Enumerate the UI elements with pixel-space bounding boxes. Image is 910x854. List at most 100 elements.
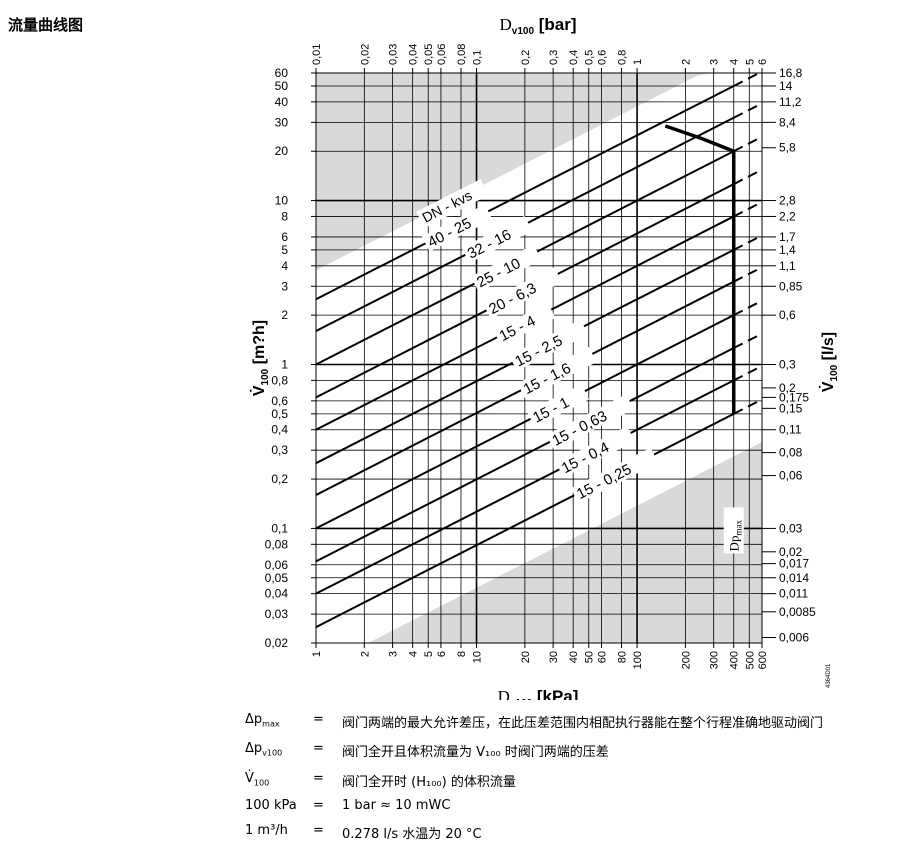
x-tick-label: 1	[311, 651, 323, 657]
y-tick-label: 0,8	[271, 373, 288, 387]
top-tick-label: 0,6	[596, 50, 608, 65]
dpmax-label: Dpmax	[723, 507, 744, 554]
right-tick-label: 16,8	[779, 66, 803, 80]
x-tick-label: 8	[456, 651, 468, 657]
x-tick-label: 400	[729, 651, 741, 669]
x-axis-title: Dv100 [kPa]	[498, 687, 579, 700]
top-tick-label: 0,06	[436, 44, 448, 65]
x-tick-label: 4	[408, 651, 420, 657]
series-label-bg	[555, 426, 635, 478]
y-tick-label: 20	[275, 144, 289, 158]
series-label-bg	[483, 266, 563, 319]
x-tick-label: 100	[632, 651, 644, 669]
y-axis-title-left: V̇100 [m?h]	[250, 320, 271, 396]
series-label-bg	[527, 384, 590, 428]
right-tick-label: 0,017	[779, 557, 809, 571]
series-label-bg	[517, 346, 597, 399]
x-tick-label: 5	[423, 651, 435, 657]
right-tick-label: 0,03	[779, 521, 803, 535]
y-tick-label: 1	[281, 357, 288, 371]
x-tick-label: 200	[680, 651, 692, 669]
right-tick-label: 14	[779, 79, 793, 93]
series-label-bg	[546, 394, 634, 451]
right-tick-label: 0,014	[779, 571, 809, 585]
series-line	[316, 314, 735, 530]
top-tick-label: 5	[744, 59, 756, 65]
right-tick-label: 5,8	[779, 141, 796, 155]
y-tick-label: 8	[281, 209, 288, 223]
y-tick-label: 4	[281, 259, 288, 273]
y-tick-label: 5	[281, 243, 288, 257]
right-tick-label: 0,2	[779, 381, 796, 395]
x-tick-label: 10	[472, 651, 484, 663]
right-tick-label: 0,6	[779, 308, 796, 322]
series-line-dashed	[733, 201, 762, 218]
series-line	[316, 379, 735, 595]
y-tick-label: 30	[275, 115, 289, 129]
x-tick-label: 40	[568, 651, 580, 663]
series-label-bg	[421, 204, 493, 252]
right-tick-label: 2,8	[779, 194, 796, 208]
y-tick-label: 3	[281, 279, 288, 293]
y-tick-label: 0,5	[271, 407, 288, 421]
series-line-dashed	[733, 299, 762, 317]
x-tick-label: 600	[757, 651, 769, 669]
right-tick-label: 11,2	[779, 95, 802, 109]
series-line	[316, 85, 735, 301]
series-line-dashed	[733, 234, 762, 251]
right-tick-label: 0,3	[779, 357, 796, 371]
dpmax-label-bg	[723, 507, 744, 554]
top-tick-label: 4	[729, 59, 741, 65]
y-tick-label: 50	[275, 79, 289, 93]
y-tick-label: 0,08	[265, 537, 289, 551]
top-tick-label: 0,03	[388, 44, 400, 65]
axes: 1 0,01 2 0,02 3 0,03 4 0,04 5 0,05 6 0,06 8 0,08 10 0,1…	[250, 15, 840, 700]
y-tick-label: 40	[275, 95, 289, 109]
right-tick-label: 1,4	[779, 243, 796, 257]
right-tick-label: 0,85	[779, 279, 803, 293]
series-line-dashed	[733, 266, 762, 283]
top-tick-label: 0,02	[359, 44, 371, 65]
y-axis-title-right: V̇100 [l/s]	[819, 332, 840, 392]
series-line-dashed	[733, 332, 762, 349]
top-tick-label: 6	[757, 59, 769, 65]
right-tick-label: 0,02	[779, 545, 803, 559]
top-tick-label: 3	[709, 59, 721, 65]
right-tick-label: 0,15	[779, 401, 803, 415]
top-tick-label: 0,4	[568, 50, 580, 65]
plot-frame	[315, 72, 763, 644]
series-line-dashed	[733, 168, 762, 185]
y-tick-label: 0,6	[271, 394, 288, 408]
right-tick-label: 1,1	[779, 259, 796, 273]
series-line-dashed	[733, 365, 762, 382]
top-tick-label: 0,01	[311, 44, 323, 65]
legend-symbol: Δpv100	[245, 741, 283, 758]
y-tick-label: 0,1	[271, 521, 288, 535]
legend-symbol: V̇100	[245, 771, 270, 788]
top-tick-label: 0,5	[584, 50, 596, 65]
x-tick-label: 30	[548, 651, 560, 663]
y-tick-label: 0,2	[271, 472, 288, 486]
right-tick-label: 0,175	[779, 390, 809, 404]
x-tick-label: 20	[520, 651, 532, 663]
x-tick-label: 50	[584, 651, 596, 663]
series-line-dashed	[733, 398, 762, 415]
series-legend-title-bg	[416, 179, 489, 228]
right-tick-label: 1,7	[779, 230, 796, 244]
x-tick-label: 3	[388, 651, 400, 657]
top-tick-label: 0,1	[472, 50, 484, 65]
y-tick-label: 0,4	[271, 423, 288, 437]
right-tick-label: 0,011	[779, 587, 808, 601]
x-tick-label: 500	[744, 651, 756, 669]
y-tick-label: 2	[281, 308, 288, 322]
legend-symbol: 100 kPa	[245, 798, 297, 813]
y-tick-label: 10	[275, 194, 289, 208]
top-tick-label: 0,3	[548, 50, 560, 65]
y-tick-label: 6	[281, 230, 288, 244]
right-tick-label: 0,08	[779, 446, 803, 460]
right-tick-label: 2,2	[779, 209, 796, 223]
top-tick-label: 1	[632, 59, 644, 65]
right-tick-label: 0,0085	[779, 605, 816, 619]
legend-symbol: Δpmax	[245, 712, 280, 729]
